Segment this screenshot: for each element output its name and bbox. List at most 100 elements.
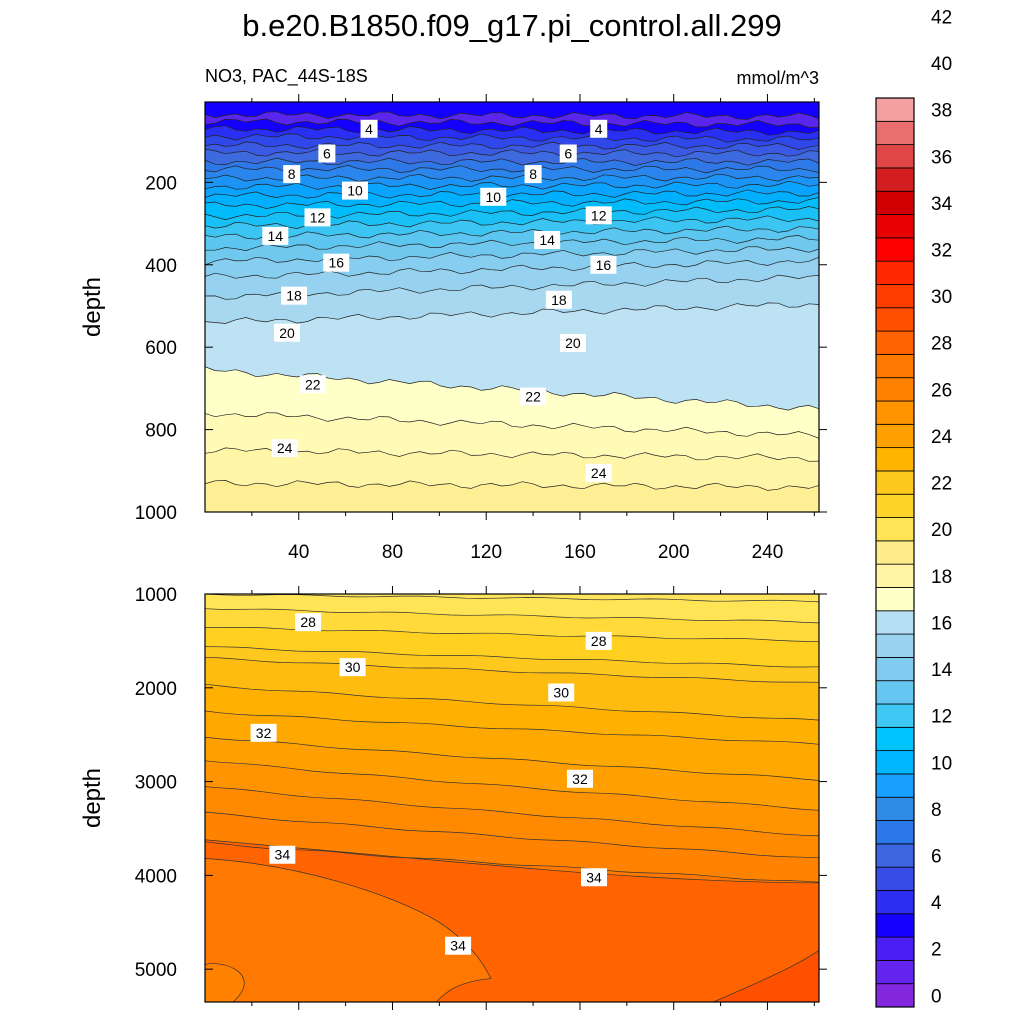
contour-label-box xyxy=(585,206,612,225)
colorbar-swatch xyxy=(875,866,915,891)
colorbar-swatch xyxy=(875,913,915,938)
x-tick-label: 40 xyxy=(288,542,309,563)
contour-label-box xyxy=(581,868,608,887)
lower-contour-labels: 28 28 30 30 32 32 34 34 34 xyxy=(250,613,612,955)
contour-label: 4 xyxy=(360,119,378,138)
colorbar-swatch xyxy=(875,983,915,1008)
lower-contour-line xyxy=(205,710,819,745)
upper-contour-line xyxy=(205,118,819,128)
contour-label-text: 10 xyxy=(485,189,501,205)
upper-axis-ticks: 40 80 120 160 200 240 200 400 600 800 1000 xyxy=(135,94,827,563)
upper-contour-line xyxy=(205,256,819,279)
colorbar-swatch xyxy=(875,167,915,192)
colorbar-swatch xyxy=(875,703,915,728)
colorbar-swatch xyxy=(875,190,915,215)
contour-label-text: 12 xyxy=(310,209,326,225)
contour-label: 10 xyxy=(341,181,368,200)
colorbar-swatch xyxy=(875,540,915,565)
contour-label-text: 14 xyxy=(268,228,284,244)
y-tick-label: 200 xyxy=(145,173,177,194)
colorbar-swatch xyxy=(875,587,915,612)
contour-label-text: 24 xyxy=(591,465,607,481)
upper-contour-line xyxy=(205,235,819,251)
contour-label-box xyxy=(559,334,586,353)
colorbar-swatch xyxy=(875,423,915,449)
contour-label-text: 34 xyxy=(275,847,291,863)
contour-label-text: 6 xyxy=(323,146,331,162)
contour-label-box xyxy=(250,723,277,742)
lower-y-axis-label: depth xyxy=(79,768,106,828)
colorbar-swatch xyxy=(875,400,915,425)
colorbar-label: 20 xyxy=(931,520,952,541)
colorbar-label: 10 xyxy=(931,753,952,774)
colorbar-label: 40 xyxy=(931,54,952,75)
colorbar-swatch xyxy=(875,750,915,775)
contour-label: 20 xyxy=(274,323,301,342)
contour-label: 34 xyxy=(445,936,472,955)
colorbar-swatch xyxy=(875,820,915,845)
upper-band xyxy=(205,512,819,522)
colorbar-swatch xyxy=(875,120,915,146)
contour-label-box xyxy=(585,463,612,482)
contour-label-text: 10 xyxy=(347,183,363,199)
upper-plot-frame xyxy=(204,101,820,513)
contour-label: 10 xyxy=(480,187,507,206)
contour-label: 14 xyxy=(262,226,289,245)
colorbar-label: 8 xyxy=(931,800,942,821)
upper-contour-line xyxy=(205,141,819,150)
contour-label: 30 xyxy=(339,658,366,677)
colorbar-label: 0 xyxy=(931,986,942,1007)
contour-label-box xyxy=(445,936,472,955)
upper-contour-line xyxy=(205,302,819,324)
contour-label-box xyxy=(299,375,326,394)
colorbar-label: 42 xyxy=(931,7,952,28)
colorbar-swatch xyxy=(875,447,915,472)
upper-contour-line xyxy=(205,133,819,143)
upper-contour-line xyxy=(205,180,819,190)
contour-label-text: 30 xyxy=(345,659,361,675)
upper-y-axis-label: depth xyxy=(79,277,106,337)
contour-label: 24 xyxy=(271,439,298,458)
colorbar-swatch xyxy=(875,284,915,309)
units-label: mmol/m^3 xyxy=(737,68,819,88)
colorbar-swatch xyxy=(875,377,915,402)
contour-label-text: 22 xyxy=(305,376,321,392)
contour-label-box xyxy=(274,323,301,342)
contour-label-text: 22 xyxy=(525,389,541,405)
contour-label: 4 xyxy=(590,119,608,138)
colorbar-swatch xyxy=(875,330,915,355)
contour-label: 12 xyxy=(304,208,331,227)
contour-label: 8 xyxy=(524,165,542,184)
contour-label-box xyxy=(524,165,542,184)
colorbar-label: 30 xyxy=(931,287,952,308)
upper-contour-line xyxy=(205,225,819,240)
upper-contour-line xyxy=(205,111,819,120)
contour-label-text: 28 xyxy=(300,614,316,630)
colorbar-label: 2 xyxy=(931,940,942,961)
colorbar-label: 38 xyxy=(931,101,952,122)
colorbar-swatch xyxy=(875,353,915,379)
contour-label-box xyxy=(480,187,507,206)
contour-label-text: 32 xyxy=(572,771,588,787)
x-tick-label: 120 xyxy=(470,542,502,563)
lower-contour-line xyxy=(205,656,819,683)
y-tick-label: 4000 xyxy=(135,866,177,887)
contour-label: 18 xyxy=(545,290,572,309)
lower-plot-frame xyxy=(204,593,820,1003)
contour-label: 12 xyxy=(585,206,612,225)
contour-label-text: 8 xyxy=(529,166,537,182)
contour-label: 34 xyxy=(581,868,608,887)
colorbar-swatch xyxy=(875,843,915,868)
contour-label-box xyxy=(304,208,331,227)
contour-label-box xyxy=(318,144,336,163)
contour-label-box xyxy=(590,119,608,138)
colorbar-label: 6 xyxy=(931,847,942,868)
colorbar-label: 24 xyxy=(931,427,953,448)
contour-label-box xyxy=(360,119,378,138)
colorbar-swatch xyxy=(875,726,915,752)
contour-label-box xyxy=(585,631,612,650)
lower-contour-line xyxy=(205,811,819,859)
upper-contour-line xyxy=(205,412,819,439)
